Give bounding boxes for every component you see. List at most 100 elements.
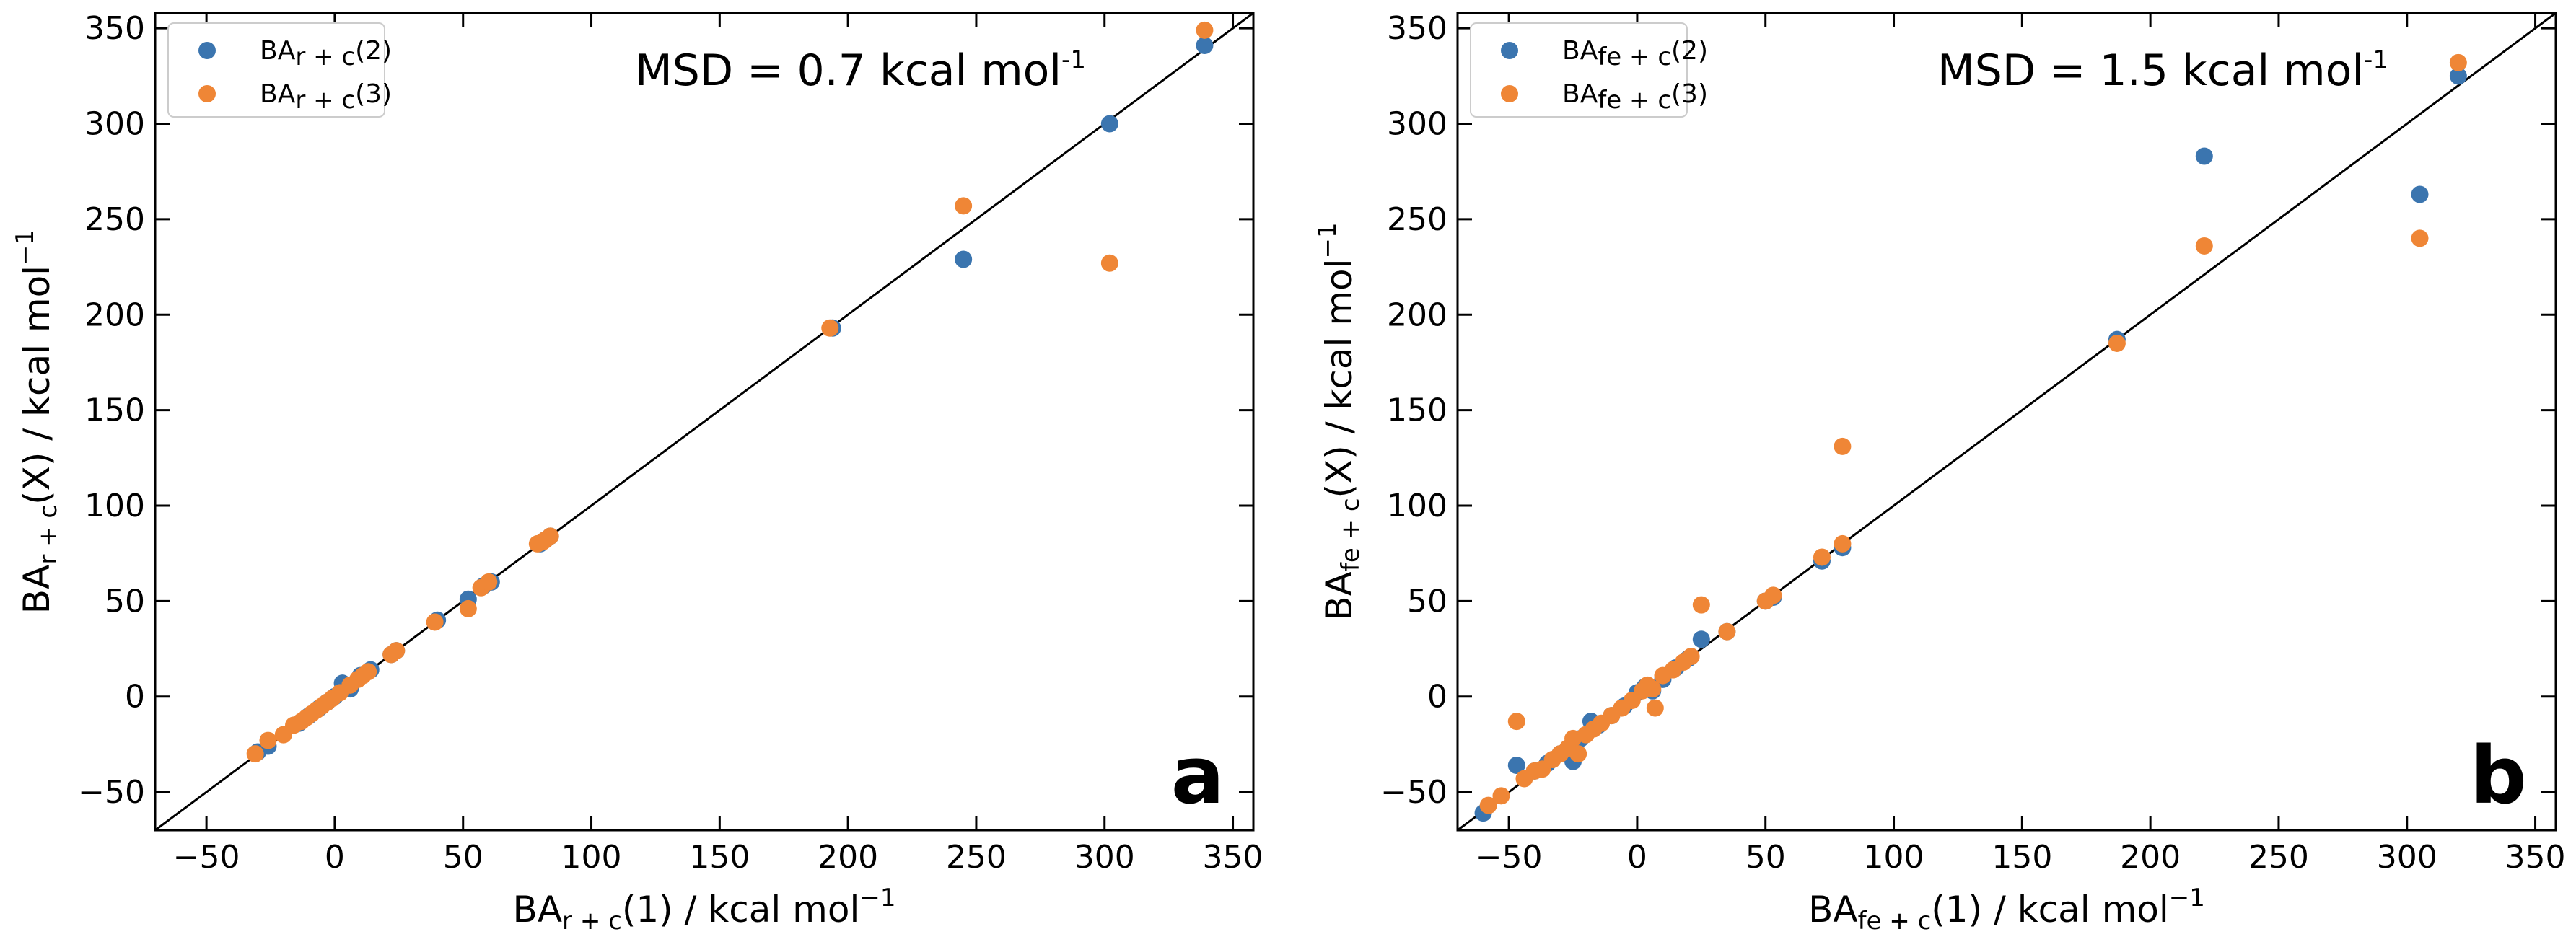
data-point-series-1 [2411,185,2429,203]
y-axis-label-superscript: −1 [1313,222,1342,258]
legend-label-suffix: (2) [355,36,392,66]
data-point-series-2 [1764,586,1782,604]
data-point-series-2 [246,745,264,763]
legend: BAr + c(2)BAr + c(3) [167,22,392,118]
panel-letter: a [1171,729,1225,822]
y-tick-label: 0 [125,679,145,716]
legend-label-prefix: BA [260,36,296,66]
data-point-series-2 [459,599,477,617]
data-point-series-2 [1507,713,1525,731]
y-axis-label: BAfe + c(X) / kcal mol−1 [1313,222,1365,620]
y-axis-label-subscript: r + c [34,505,63,565]
x-axis-label-subscript: fe + c [1858,907,1932,936]
x-tick-label: 350 [1203,839,1263,876]
data-point-series-2 [955,197,973,215]
chart-panel-b: −50 0 50 100 150 200 250 300 350 −50 0 50 100 150 200 2… [1313,10,2566,936]
y-axis-label-superscript: −1 [11,229,40,265]
x-tick-label: −50 [173,839,240,876]
y-tick-label: −50 [1380,774,1447,811]
data-point-series-2 [259,731,277,749]
panel-letter: b [2470,729,2527,822]
legend-label-prefix: BA [260,79,296,109]
y-axis-label-prefix: BA [16,565,58,615]
data-point-series-1 [955,250,973,268]
legend: BAfe + c(2) BAfe + c(3) [1470,22,1708,118]
y-tick-label: 50 [105,583,145,620]
y-tick-label: 350 [1387,10,1447,47]
y-tick-label: 250 [84,201,145,238]
data-point-series-2 [1813,548,1831,566]
y-tick-label: 350 [84,10,145,47]
data-points [246,21,1214,763]
x-axis-label-superscript: −1 [859,884,895,912]
x-tick-label: 50 [443,839,483,876]
y-axis-label-subscript: fe + c [1336,498,1365,571]
y-tick-label: 0 [1427,679,1447,716]
x-tick-label: 100 [1864,839,1924,876]
data-point-series-2 [1196,21,1214,39]
msd-annotation: MSD = 0.7 kcal mol-1 [635,45,1086,96]
x-axis-label-suffix: (1) / kcal mol [622,889,860,930]
x-tick-label: 200 [818,839,878,876]
x-tick-label: 200 [2120,839,2181,876]
y-tick-label: −50 [78,774,145,811]
legend-label-series-2: BAr + c(3) [260,79,392,115]
data-point-series-2 [1834,534,1852,553]
legend-label-prefix: BA [1562,79,1598,109]
x-tick-label: −50 [1476,839,1543,876]
data-point-series-2 [1100,254,1118,272]
data-point-series-1 [1196,37,1214,55]
msd-annotation-text: MSD = 1.5 kcal mol [1937,45,2364,96]
legend-box [1470,22,1688,118]
data-point-series-2 [1718,622,1736,641]
y-tick-label: 100 [1387,488,1447,524]
data-point-series-2 [1646,699,1664,717]
data-point-series-2 [426,613,444,631]
legend-label-suffix: (3) [355,79,392,109]
data-points [1474,53,2467,822]
y-tick-label: 150 [84,392,145,429]
data-point-series-2 [1682,648,1700,666]
x-tick-label: 0 [1627,839,1647,876]
data-point-series-2 [2195,237,2213,255]
x-tick-label: 350 [2505,839,2566,876]
chart-panel-a: −50 0 50 100 150 200 250 300 350 −50 0 50 100 150 200 2… [11,10,1263,936]
msd-annotation-superscript: -1 [1061,45,1086,74]
y-tick-label: 250 [1387,201,1447,238]
x-axis-label-suffix: (1) / kcal mol [1931,889,2169,930]
x-tick-label: 100 [561,839,622,876]
data-point-series-2 [1644,680,1662,698]
data-point-series-2 [359,663,377,681]
legend-marker-series-2 [1501,85,1518,102]
x-tick-label: 0 [325,839,345,876]
x-tick-label: 300 [2377,839,2437,876]
x-tick-label: 150 [689,839,750,876]
legend-box [167,22,385,118]
data-point-series-2 [480,573,498,591]
x-tick-label: 150 [1992,839,2052,876]
legend-label-suffix: (2) [1671,36,1708,66]
y-tick-label: 50 [1407,583,1447,620]
legend-label-subscript: fe + c [1598,43,1671,71]
msd-annotation: MSD = 1.5 kcal mol-1 [1937,45,2388,96]
x-axis-label-prefix: BA [1808,889,1858,930]
legend-label-subscript: r + c [295,43,355,71]
legend-label-series-1: BAfe + c(2) [1562,36,1708,71]
y-tick-label: 200 [1387,296,1447,333]
y-tick-label: 200 [84,296,145,333]
x-axis-label-superscript: −1 [2169,884,2205,912]
data-point-series-2 [1492,787,1510,805]
legend-label-series-2: BAfe + c(3) [1562,79,1708,115]
x-axis-label: BAfe + c(1) / kcal mol−1 [1808,884,2205,936]
msd-annotation-text: MSD = 0.7 kcal mol [635,45,1061,96]
data-point-series-2 [821,319,839,337]
x-axis-label: BAr + c(1) / kcal mol−1 [513,884,896,936]
data-point-series-2 [1834,437,1852,455]
data-point-series-2 [387,642,406,660]
legend-label-subscript: r + c [295,86,355,115]
y-axis-label-prefix: BA [1318,571,1360,621]
x-tick-label: 300 [1074,839,1135,876]
data-point-series-2 [2449,53,2467,71]
data-point-series-2 [2108,334,2126,352]
